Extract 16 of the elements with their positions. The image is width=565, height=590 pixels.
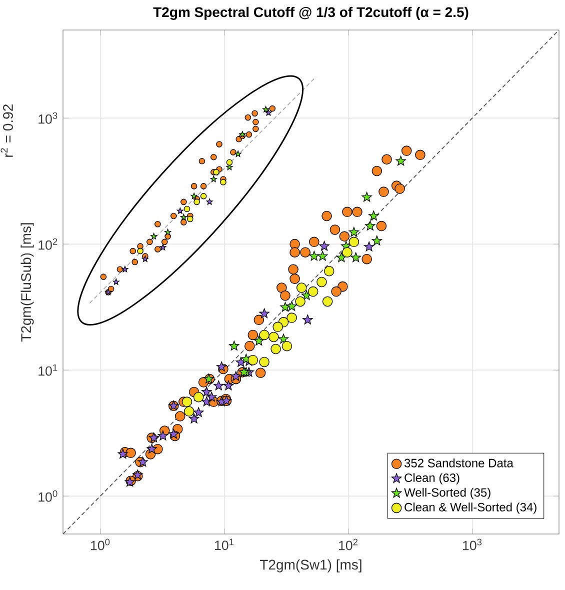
legend-label: Well-Sorted (35) [404, 488, 490, 500]
legend-label: 352 Sandstone Data [404, 458, 514, 468]
y-tick-label: 10$^{0}$ [38, 490, 58, 502]
chart-title: T2gm Spectral Cutoff @ 1/3 of T2cutoff (α = 2.5) [153, 6, 468, 20]
y-tick-label: 10$^{3}$ [38, 112, 58, 124]
x-tick-label: 10$^{2}$ [339, 538, 358, 550]
x-tick-label: 10$^{1}$ [215, 538, 234, 550]
y-tick-label: 10$^{1}$ [38, 364, 58, 376]
legend-label: Clean & Well-Sorted (34) [404, 502, 536, 514]
text: r$^{2}$ = 0.92 [0, 104, 13, 157]
y-tick-label: 10$^{2}$ [38, 238, 58, 250]
y-axis-title: T2gm(FluSub) [ms] [20, 223, 34, 342]
x-tick-label: 10$^{0}$ [91, 538, 110, 550]
x-tick-label: 10$^{3}$ [463, 538, 482, 550]
legend-label: Clean (63) [404, 473, 460, 484]
x-axis-title: T2gm(Sw1) [ms] [260, 559, 362, 572]
